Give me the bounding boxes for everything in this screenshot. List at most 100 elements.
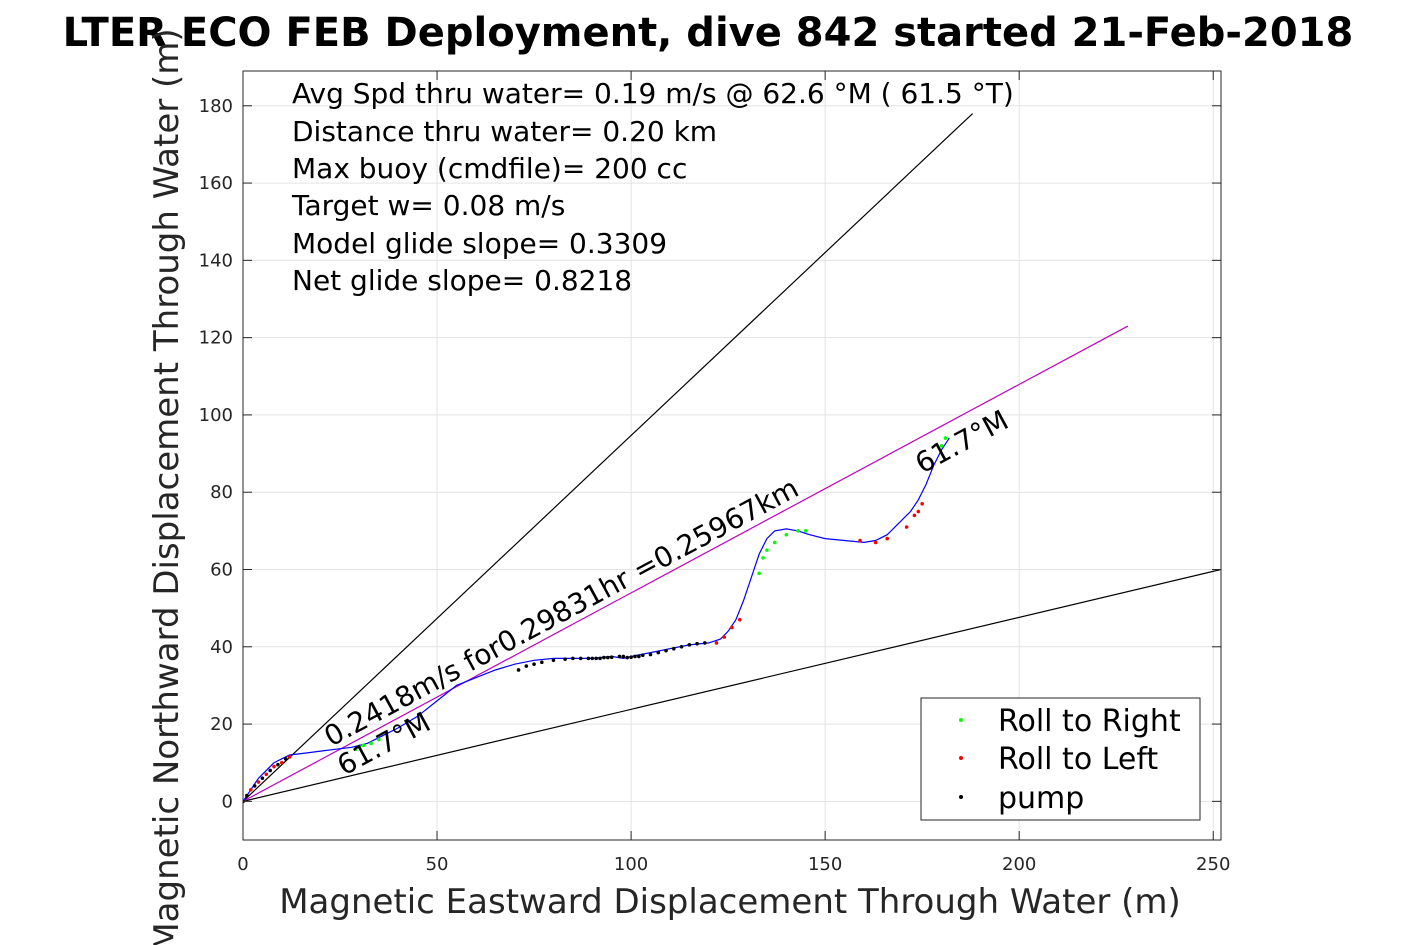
grid	[242, 71, 1221, 840]
x-tick-label: 50	[426, 854, 449, 875]
legend-roll-left: Roll to Left	[998, 742, 1158, 777]
y-tick-label: 100	[199, 405, 233, 426]
legend-marker-roll-right	[959, 718, 963, 722]
pump-point	[695, 641, 699, 646]
y-tick-label: 20	[210, 714, 233, 735]
chart-title: LTER ECO FEB Deployment, dive 842 starte…	[63, 10, 1354, 56]
pump-point	[540, 660, 544, 665]
y-tick-label: 40	[210, 637, 233, 658]
roll-left-point	[256, 780, 261, 784]
roll-left-point	[248, 787, 253, 792]
pump-point	[648, 652, 653, 657]
pump-point	[656, 650, 661, 655]
pump-point	[606, 655, 610, 660]
info-block: Avg Spd thru water= 0.19 m/s @ 62.6 °M (…	[291, 77, 1014, 297]
info-model-glide-slope: Model glide slope= 0.3309	[292, 227, 667, 260]
legend-box	[920, 697, 1201, 821]
y-tick-label: 60	[210, 559, 233, 580]
info-avg-speed: Avg Spd thru water= 0.19 m/s @ 62.6 °M (…	[292, 77, 1014, 110]
roll-left-point	[737, 617, 742, 622]
roll-left-point	[904, 525, 909, 529]
legend-pump: pump	[998, 781, 1084, 816]
roll-right-point	[803, 529, 808, 533]
y-tick-label: 140	[199, 250, 233, 271]
x-tick-label: 200	[1002, 854, 1036, 875]
legend-marker-pump	[959, 795, 963, 799]
roll-right-point	[761, 556, 765, 560]
roll-right-point	[361, 743, 366, 748]
y-tick-label: 80	[210, 482, 233, 503]
roll-left-point	[714, 641, 719, 645]
pump-point	[586, 656, 591, 661]
info-target-w: Target w= 0.08 m/s	[291, 189, 565, 222]
roll-left-point	[730, 625, 734, 630]
x-tick-label: 100	[614, 854, 648, 875]
pump-point	[598, 656, 602, 661]
axis-ticks: 0 50 100 150 200 250 0 20 40 60 80 100 120 140 160 180	[199, 71, 1230, 875]
roll-right-point	[784, 532, 789, 537]
roll-left-point	[916, 509, 921, 514]
pump-point	[703, 641, 707, 645]
pump-point	[563, 657, 567, 661]
envelope-upper-line	[243, 113, 974, 802]
pump-point	[621, 654, 626, 659]
pump-point	[671, 646, 676, 651]
roll-right-point	[377, 737, 381, 742]
pump-point	[629, 655, 633, 660]
pump-point	[609, 655, 614, 660]
pump-point	[637, 654, 641, 659]
mean-track-line	[243, 325, 1129, 802]
info-net-glide-slope: Net glide slope= 0.8218	[292, 264, 632, 297]
x-axis-label: Magnetic Eastward Displacement Through W…	[279, 882, 1181, 922]
roll-left-point	[858, 538, 862, 543]
pump-point	[578, 656, 583, 661]
roll-left-point	[912, 513, 917, 518]
pump-point	[687, 643, 692, 647]
pump-point	[252, 784, 257, 788]
roll-right-point	[796, 529, 800, 533]
pump-point	[679, 644, 684, 649]
roll-left-point	[885, 536, 890, 541]
pump-point	[571, 656, 575, 661]
track-points	[243, 436, 948, 804]
x-tick-label: 0	[237, 854, 248, 875]
roll-right-point	[357, 745, 362, 750]
pump-point	[602, 655, 606, 660]
pump-point	[268, 768, 272, 773]
y-axis-label: Magnetic Northward Displacement Through …	[147, 28, 187, 945]
roll-right-point	[765, 548, 769, 552]
roll-right-point	[757, 571, 761, 576]
pump-point	[594, 656, 598, 661]
y-tick-label: 160	[199, 173, 233, 194]
pump-point	[633, 654, 637, 659]
roll-left-point	[873, 540, 878, 545]
roll-left-point	[287, 755, 292, 759]
roll-left-point	[920, 502, 924, 506]
roll-right-point	[353, 747, 358, 751]
x-tick-label: 250	[1196, 854, 1230, 875]
envelope-lower-line	[243, 568, 1221, 802]
legend-marker-roll-left	[959, 756, 963, 760]
pump-point	[590, 656, 595, 661]
pump-point	[524, 664, 529, 668]
roll-right-point	[943, 436, 948, 440]
x-tick-label: 150	[808, 854, 842, 875]
roll-left-point	[264, 772, 269, 777]
roll-left-point	[280, 760, 284, 765]
axes-box	[242, 70, 1222, 841]
roll-right-point	[772, 540, 777, 545]
pump-point	[617, 654, 622, 659]
pump-point	[625, 655, 630, 660]
legend-roll-right: Roll to Right	[998, 704, 1181, 739]
roll-right-point	[369, 741, 373, 746]
y-tick-label: 120	[199, 328, 233, 349]
roll-left-point	[272, 764, 276, 769]
pump-point	[664, 648, 668, 653]
pump-point	[532, 662, 536, 666]
pump-point	[516, 668, 521, 672]
legend: Roll to Right Roll to Left pump	[920, 697, 1201, 821]
pump-point	[260, 776, 265, 780]
info-distance: Distance thru water= 0.20 km	[292, 115, 717, 148]
pump-point	[276, 762, 280, 767]
